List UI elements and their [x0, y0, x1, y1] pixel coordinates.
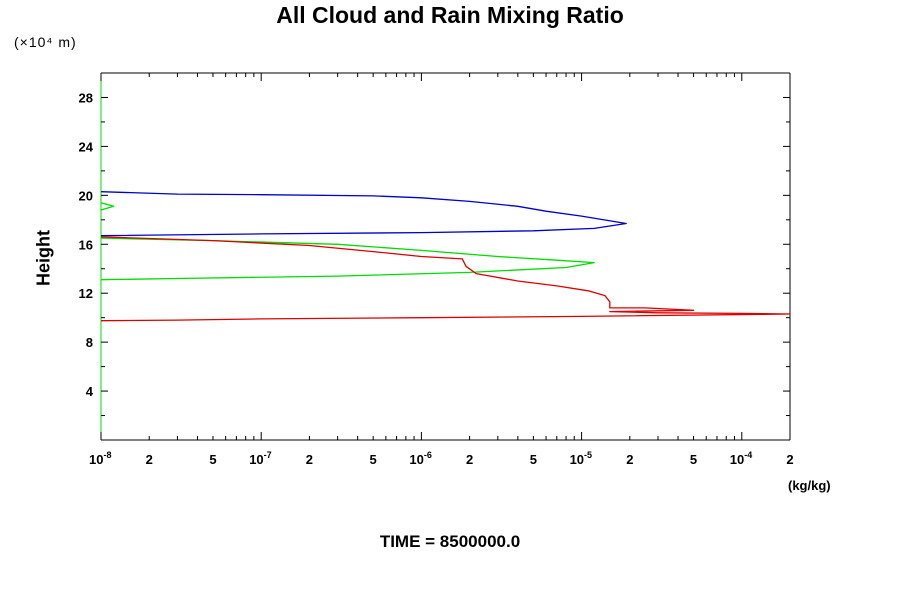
x-tick-label: 10-5 — [570, 450, 592, 467]
series-line-3 — [100, 236, 791, 322]
x-tick-label: 5 — [209, 452, 216, 467]
x-tick-label: 10-8 — [89, 450, 111, 467]
x-tick-label: 2 — [466, 452, 473, 467]
time-footer: TIME = 8500000.0 — [379, 532, 521, 551]
y-tick-label: 20 — [79, 188, 93, 203]
x-tick-label: 10-7 — [249, 450, 271, 467]
x-axis-unit: (kg/kg) — [788, 478, 831, 493]
y-tick-label: 8 — [86, 335, 93, 350]
x-tick-label: 2 — [626, 452, 633, 467]
series-line-1 — [100, 202, 115, 211]
x-tick-label: 5 — [690, 452, 697, 467]
y-tick-label: 4 — [86, 384, 94, 399]
x-tick-label: 2 — [146, 452, 153, 467]
series-line-2 — [100, 237, 595, 281]
y-tick-label: 12 — [79, 286, 93, 301]
chart-title: All Cloud and Rain Mixing Ratio — [276, 2, 624, 28]
y-tick-label: 24 — [79, 139, 94, 154]
y-tick-label: 28 — [79, 90, 93, 105]
x-tick-label: 2 — [306, 452, 313, 467]
y-axis-unit: (×10⁴ m) — [14, 34, 77, 50]
y-tick-label: 16 — [79, 237, 93, 252]
x-tick-label: 10-4 — [730, 450, 752, 467]
x-tick-label: 2 — [786, 452, 793, 467]
x-tick-label: 10-6 — [409, 450, 431, 467]
x-tick-label: 5 — [370, 452, 377, 467]
x-tick-label: 5 — [530, 452, 537, 467]
series-line-0 — [100, 191, 627, 237]
